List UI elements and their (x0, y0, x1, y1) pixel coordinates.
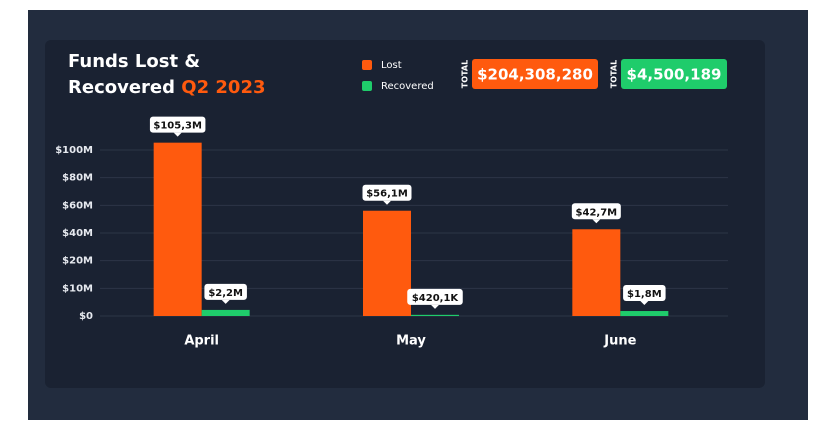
y-tick-label: $100M (55, 145, 93, 156)
value-label: $56,1M (366, 189, 408, 200)
chart-title: Recovered (68, 77, 175, 98)
y-tick-label: $20M (62, 256, 93, 267)
legend-swatch (362, 60, 372, 70)
value-label-box (623, 285, 666, 302)
value-label: $42,7M (576, 207, 618, 218)
y-tick-label: $10M (62, 283, 93, 294)
y-tick-label: $60M (62, 200, 93, 211)
total-value: $4,500,189 (627, 66, 722, 84)
total-value: $204,308,280 (477, 66, 593, 84)
chart-title: Recovered Q2 2023 (68, 77, 266, 98)
value-label: $1,8M (627, 289, 662, 300)
bar (620, 311, 669, 316)
total-box (472, 59, 598, 89)
value-label: $420,1K (412, 293, 460, 304)
bar (201, 309, 250, 316)
value-label-box (362, 184, 412, 201)
bar (363, 210, 411, 316)
legend-swatch (362, 81, 372, 91)
bar (153, 142, 202, 316)
value-label: $2,2M (208, 288, 243, 299)
x-tick-label: May (396, 334, 426, 349)
value-label-pointer (383, 200, 391, 205)
legend-label: Recovered (381, 81, 434, 92)
value-label-pointer (431, 304, 439, 309)
value-label-pointer (173, 132, 182, 137)
value-label-box (407, 288, 463, 305)
value-label-box (571, 203, 621, 220)
bar (572, 229, 621, 316)
value-label-pointer (221, 299, 230, 304)
x-tick-label: June (603, 334, 636, 349)
chart-title-highlight: Q2 2023 (181, 77, 265, 98)
value-label-box (204, 283, 247, 300)
legend-label: Lost (381, 60, 402, 71)
x-tick-label: April (184, 334, 219, 349)
total-box (621, 59, 727, 89)
value-label-pointer (640, 301, 649, 306)
y-tick-label: $0 (79, 311, 93, 322)
total-label: TOTAL (461, 60, 470, 88)
total-label: TOTAL (610, 60, 619, 88)
bar (411, 314, 459, 316)
y-tick-label: $80M (62, 173, 93, 184)
chart-title: Funds Lost & (68, 51, 200, 72)
value-label-pointer (592, 219, 601, 224)
value-label: $105,3M (153, 121, 202, 132)
y-tick-label: $40M (62, 228, 93, 239)
value-label-box (149, 116, 206, 133)
